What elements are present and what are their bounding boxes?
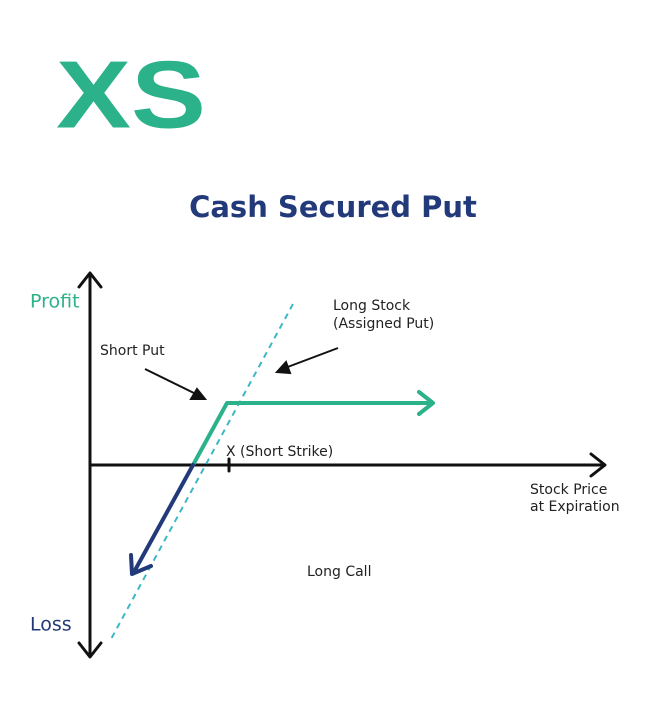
- strike-label: X (Short Strike): [226, 444, 333, 460]
- short-put-pointer: [144, 368, 199, 396]
- profit-label: Profit: [30, 291, 80, 313]
- long-stock-pointer: [284, 347, 339, 369]
- profit-line: [191, 401, 433, 467]
- y-arrow-top: [77, 271, 103, 289]
- profit-arrow: [417, 390, 435, 416]
- long-stock-label: Long Stock: [333, 298, 411, 314]
- x-axis-label: at Expiration: [530, 499, 620, 515]
- x-axis-label: Stock Price: [530, 482, 607, 498]
- long-call-label: Long Call: [307, 564, 371, 580]
- loss-label: Loss: [30, 614, 72, 636]
- long-stock-head: [274, 360, 292, 375]
- loss-arrow: [129, 553, 153, 576]
- title: Cash Secured Put: [189, 190, 477, 224]
- logo: XS: [56, 41, 206, 148]
- loss-line: [132, 463, 195, 574]
- long-stock-label: (Assigned Put): [333, 316, 434, 332]
- x-arrow: [589, 452, 607, 478]
- axes: [77, 271, 607, 659]
- short-put-label: Short Put: [100, 343, 165, 359]
- y-arrow-bottom: [77, 641, 103, 659]
- long-stock-line: [109, 303, 294, 642]
- short-put-head: [189, 387, 208, 400]
